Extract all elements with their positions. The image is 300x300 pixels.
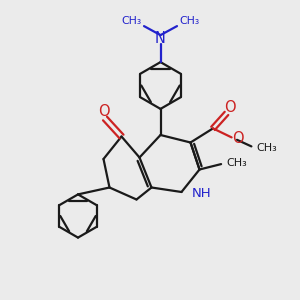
Text: N: N [155,31,166,46]
Text: O: O [224,100,236,115]
Text: CH₃: CH₃ [226,158,247,168]
Text: CH₃: CH₃ [122,16,142,26]
Text: CH₃: CH₃ [179,16,200,26]
Text: NH: NH [192,187,212,200]
Text: CH₃: CH₃ [257,143,278,153]
Text: O: O [98,104,109,119]
Text: O: O [232,131,244,146]
